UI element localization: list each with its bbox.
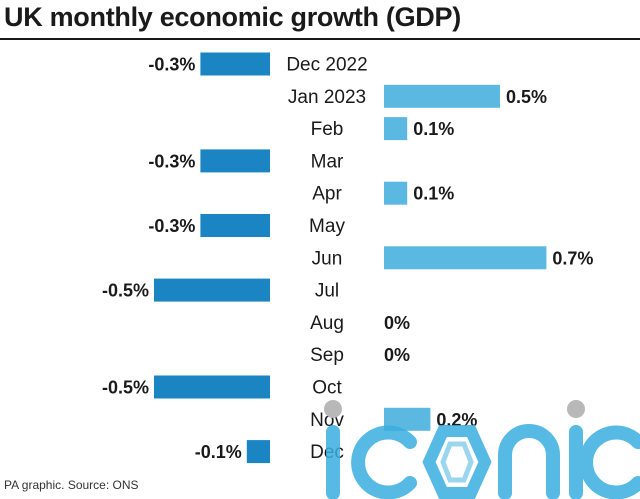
bar	[384, 407, 431, 431]
data-label: 0.7%	[552, 248, 593, 268]
bar	[154, 278, 270, 302]
category-label: Jan 2023	[288, 87, 366, 108]
bar	[384, 117, 408, 141]
bar	[384, 246, 547, 270]
category-label: Aug	[310, 313, 344, 334]
category-label: Sep	[310, 345, 344, 366]
category-label: May	[309, 216, 345, 237]
category-label: Oct	[312, 378, 342, 399]
category-label: Dec 2022	[286, 55, 367, 76]
chart-title: UK monthly economic growth (GDP)	[4, 2, 461, 32]
bar	[154, 375, 270, 399]
category-label: Jun	[312, 248, 343, 269]
category-label: Mar	[311, 151, 344, 172]
data-label: 0%	[384, 313, 410, 333]
bar	[200, 149, 270, 173]
data-label: 0.2%	[436, 410, 477, 430]
data-label: -0.5%	[102, 281, 149, 301]
data-label: -0.3%	[148, 151, 195, 171]
data-label: 0.1%	[413, 184, 454, 204]
data-label: 0%	[384, 345, 410, 365]
bar	[384, 84, 500, 108]
bar	[384, 181, 408, 205]
bar	[200, 214, 270, 237]
data-label: 0.1%	[413, 119, 454, 139]
category-label: Apr	[312, 184, 342, 205]
bar	[200, 52, 270, 76]
category-label: Jul	[315, 281, 339, 302]
data-label: -0.5%	[102, 378, 149, 398]
bar	[246, 440, 270, 464]
source-note: PA graphic. Source: ONS	[4, 478, 139, 492]
title-rule	[0, 38, 640, 40]
data-label: 0.5%	[506, 87, 547, 107]
data-label: -0.1%	[195, 442, 242, 462]
data-label: -0.3%	[148, 55, 195, 75]
data-label: -0.3%	[148, 216, 195, 236]
category-label: Feb	[311, 119, 344, 140]
